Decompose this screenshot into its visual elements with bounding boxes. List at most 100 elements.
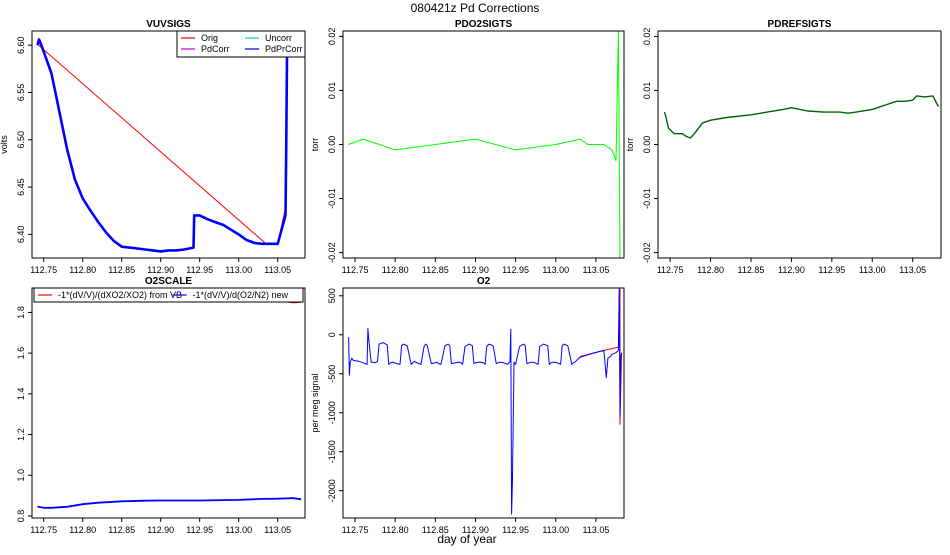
series-group <box>663 95 940 139</box>
y-tick-label: 0.02 <box>642 28 652 46</box>
y-tick-label: 1.4 <box>16 388 26 401</box>
panel-pdrefsigts: PDREFSIGTS 112.75 112.80 112.85 112.90 112.95… <box>625 19 942 275</box>
series-line-0 <box>37 43 286 245</box>
plot-frame <box>342 287 625 519</box>
y-axis-label: volts <box>0 135 9 154</box>
y-tick-label: 0.01 <box>642 82 652 100</box>
y-tick-label: -1500 <box>327 440 337 463</box>
plot-frame <box>31 287 306 519</box>
y-axis-label: per meg signal <box>310 373 320 432</box>
legend-box <box>176 30 306 58</box>
panel-pdo2sigts: PDO2SIGTS 112.75 112.80 112.85 112.90 112.95 1… <box>310 19 625 275</box>
plot-frame <box>31 30 306 259</box>
figure-x-label: day of year <box>437 532 496 546</box>
x-tick-label: 113.05 <box>582 265 609 275</box>
legend-label: Orig <box>201 33 218 43</box>
x-tick-label: 113.00 <box>542 525 569 535</box>
x-tick-label: 112.75 <box>30 265 57 275</box>
legend-box <box>33 287 304 303</box>
x-tick-label: 113.00 <box>542 265 569 275</box>
x-tick-label: 112.80 <box>697 265 724 275</box>
x-tick-label: 113.00 <box>859 265 886 275</box>
panel-vuvsigs: VUVSIGS 112.75 112.80 112.85 112.90 112.95 113… <box>0 19 306 275</box>
x-tick-label: 112.95 <box>818 265 845 275</box>
x-tick-label: 112.80 <box>69 265 96 275</box>
series-line-1 <box>37 497 302 509</box>
legend-label: -1*(dV/V)/d(O2/N2) new <box>193 290 289 300</box>
y-tick-label: 6.60 <box>16 36 26 54</box>
panel-title: PDO2SIGTS <box>455 19 513 30</box>
y-tick-label: 1.0 <box>16 469 26 482</box>
legend-label: Uncorr <box>265 33 292 43</box>
panel-title: PDREFSIGTS <box>768 19 832 30</box>
x-tick-label: 112.90 <box>147 265 174 275</box>
x-tick-label: 113.05 <box>899 265 926 275</box>
legend: -1*(dV/V)/(dXO2/XO2) from VB -1*(dV/V)/d(… <box>33 287 304 303</box>
x-tick-label: 112.80 <box>382 265 409 275</box>
series-group <box>348 31 621 258</box>
x-tick-label: 112.90 <box>462 525 489 535</box>
x-tick-label: 112.80 <box>382 525 409 535</box>
y-tick-label: 1.8 <box>16 306 26 319</box>
panel-title: VUVSIGS <box>146 19 191 30</box>
x-tick-label: 112.75 <box>342 265 369 275</box>
x-tick-label: 112.95 <box>502 525 529 535</box>
figure-title: 080421z Pd Corrections <box>411 1 540 15</box>
x-tick-label: 112.85 <box>422 525 449 535</box>
y-tick-label: 6.50 <box>16 131 26 149</box>
y-tick-label: 0.00 <box>327 136 337 154</box>
legend-label: PdPrCorr <box>265 44 303 54</box>
x-tick-label: 113.00 <box>225 265 252 275</box>
x-tick-label: 112.95 <box>186 525 213 535</box>
y-axis-label: torr <box>310 138 320 152</box>
x-tick-label: 112.95 <box>502 265 529 275</box>
x-tick-label: 113.05 <box>582 525 609 535</box>
y-tick-label: -0.01 <box>327 188 337 209</box>
x-tick-label: 112.85 <box>108 265 135 275</box>
series-line-0 <box>579 289 623 425</box>
y-tick-label: 0.01 <box>327 82 337 100</box>
panel-o2scale: O2SCALE 112.75 112.80 112.85 112.90 112.95 113… <box>16 276 306 535</box>
y-tick-label: -2000 <box>327 479 337 502</box>
series-group <box>37 290 302 509</box>
y-tick-label: 1.6 <box>16 347 26 360</box>
x-tick-label: 112.95 <box>186 265 213 275</box>
y-tick-label: 0.02 <box>327 28 337 46</box>
x-tick-label: 112.75 <box>657 265 684 275</box>
legend-label: PdCorr <box>201 44 230 54</box>
panel-o2: O2 112.75 112.80 112.85 112.90 112.95 113.00 11… <box>310 276 625 535</box>
y-tick-label: -0.02 <box>327 242 337 263</box>
x-tick-label: 112.75 <box>342 525 369 535</box>
x-tick-label: 112.85 <box>108 525 135 535</box>
series-line-1 <box>36 38 289 253</box>
x-tick-label: 112.75 <box>30 525 57 535</box>
y-tick-label: 6.40 <box>16 226 26 244</box>
y-tick-label: 1.2 <box>16 428 26 441</box>
y-tick-label: -1000 <box>327 401 337 424</box>
x-tick-label: 112.85 <box>422 265 449 275</box>
y-tick-label: -500 <box>327 365 337 383</box>
y-tick-label: 0 <box>327 332 337 337</box>
y-tick-label: 0.00 <box>642 136 652 154</box>
x-tick-label: 112.90 <box>778 265 805 275</box>
series-group <box>36 38 289 253</box>
x-tick-label: 112.90 <box>147 525 174 535</box>
x-tick-label: 113.05 <box>264 525 291 535</box>
y-tick-label: 6.55 <box>16 84 26 102</box>
x-tick-label: 113.05 <box>264 265 291 275</box>
series-line-0 <box>348 31 621 258</box>
y-tick-label: 6.45 <box>16 178 26 196</box>
x-tick-label: 113.00 <box>225 525 252 535</box>
x-tick-label: 112.90 <box>462 265 489 275</box>
plot-frame <box>342 30 625 259</box>
y-axis-label: torr <box>625 138 635 152</box>
y-tick-label: 0.8 <box>16 510 26 523</box>
y-tick-label: 500 <box>327 288 337 303</box>
panel-title: O2SCALE <box>145 276 193 287</box>
series-line-1 <box>348 288 623 515</box>
y-tick-label: -0.02 <box>642 242 652 263</box>
legend-label: -1*(dV/V)/(dXO2/XO2) from VB <box>58 290 182 300</box>
